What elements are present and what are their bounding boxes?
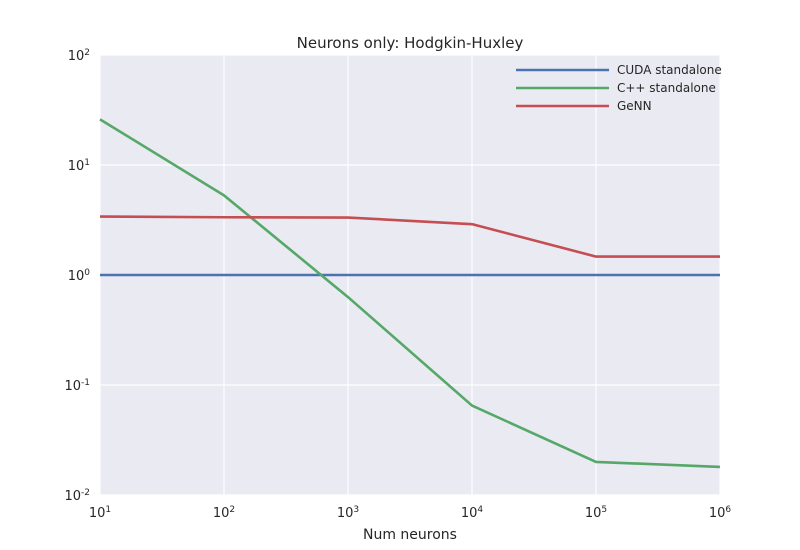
- legend-label: C++ standalone: [617, 81, 716, 95]
- x-tick-base: 10: [213, 506, 230, 521]
- x-tick-base: 10: [461, 506, 478, 521]
- x-tick-label: 102: [213, 505, 235, 521]
- x-tick-label: 101: [89, 505, 111, 521]
- x-tick-base: 10: [709, 506, 726, 521]
- y-tick-exponent: -2: [81, 488, 90, 498]
- y-tick-base: 10: [64, 379, 81, 394]
- x-tick-exponent: 3: [353, 505, 359, 515]
- y-tick-exponent: 0: [84, 268, 90, 278]
- y-tick-base: 10: [68, 159, 85, 174]
- x-axis-ticks: 101 102 103 104 105 106: [89, 505, 732, 521]
- y-tick-label: 101: [68, 158, 90, 174]
- series-layer: [99, 118, 721, 469]
- y-tick-exponent: -1: [81, 378, 90, 388]
- legend-label: GeNN: [617, 99, 652, 113]
- x-tick-exponent: 4: [477, 505, 483, 515]
- x-tick-label: 104: [461, 505, 484, 521]
- y-tick-base: 10: [68, 49, 85, 64]
- y-tick-exponent: 1: [84, 158, 90, 168]
- y-tick-label: 102: [68, 48, 90, 64]
- legend: CUDA standalone C++ standalone GeNN: [516, 63, 722, 113]
- x-tick-label: 105: [585, 505, 607, 521]
- x-tick-base: 10: [89, 506, 106, 521]
- x-tick-exponent: 1: [105, 505, 111, 515]
- x-tick-exponent: 5: [601, 505, 607, 515]
- legend-label: CUDA standalone: [617, 63, 722, 77]
- y-tick-base: 10: [64, 489, 81, 504]
- y-tick-label: 10-2: [64, 488, 90, 504]
- x-tick-base: 10: [337, 506, 354, 521]
- series-line-genn: [99, 215, 720, 258]
- x-tick-label: 103: [337, 505, 359, 521]
- chart-title: Neurons only: Hodgkin-Huxley: [297, 34, 524, 52]
- x-tick-exponent: 6: [725, 505, 731, 515]
- y-tick-exponent: 2: [84, 48, 90, 58]
- x-tick-base: 10: [585, 506, 602, 521]
- x-tick-label: 106: [709, 505, 732, 521]
- series-line-c-standalone: [99, 118, 721, 469]
- x-axis-label: Num neurons: [363, 527, 457, 543]
- y-tick-label: 10-1: [64, 378, 90, 394]
- x-tick-exponent: 2: [229, 505, 235, 515]
- y-tick-base: 10: [68, 269, 85, 284]
- y-tick-label: 100: [68, 268, 91, 284]
